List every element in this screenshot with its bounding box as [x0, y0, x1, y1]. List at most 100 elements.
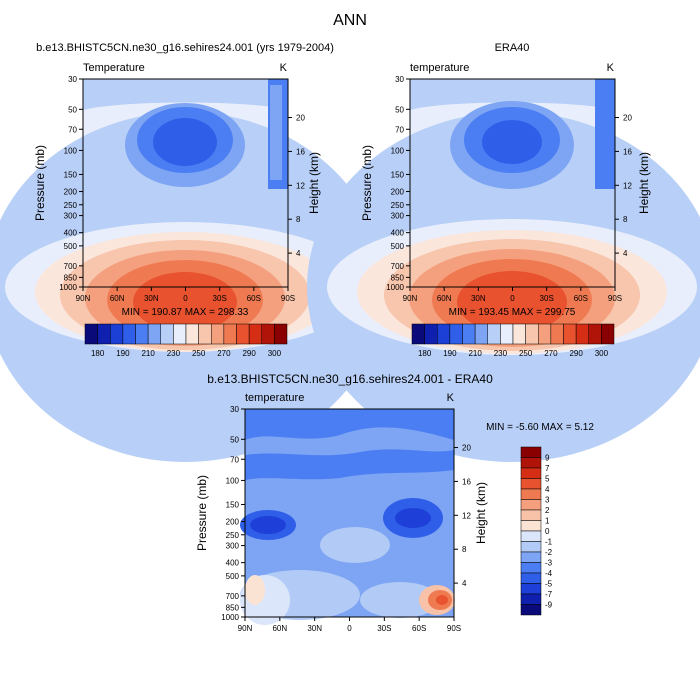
y-right-tick-label: 20 [462, 444, 471, 453]
panel-model: b.e13.BHISTC5CN.ne30_g16.sehires24.001 (… [0, 42, 385, 462]
y-tick-label: 30 [395, 75, 404, 84]
x-tick-label: 30N [471, 294, 486, 303]
colorbar-label: -2 [545, 548, 553, 557]
colorbar-swatch [601, 323, 615, 345]
y-right-tick-label: 12 [296, 181, 305, 190]
x-tick-label: 0 [510, 294, 515, 303]
colorbar-label: 290 [242, 349, 256, 358]
panel-diff-title: b.e13.BHISTC5CN.ne30_g16.sehires24.001 -… [207, 372, 493, 386]
y-tick-label: 850 [226, 603, 240, 612]
panel-model-ylabel-right: Height (km) [307, 152, 321, 214]
y-tick-label: 250 [391, 201, 405, 210]
colorbar-swatch [520, 520, 542, 532]
y-right-tick-label: 20 [296, 114, 305, 123]
colorbar-label: 190 [443, 349, 457, 358]
colorbar-label: 230 [494, 349, 508, 358]
panel-diff-ylabel-right: Height (km) [474, 482, 488, 544]
colorbar-label: 2 [545, 506, 550, 515]
x-tick-label: 60S [574, 294, 588, 303]
y-right-tick-label: 4 [296, 249, 301, 258]
y-tick-label: 500 [226, 572, 240, 581]
panel-model-units: K [280, 62, 288, 74]
colorbar-swatch [437, 323, 451, 345]
x-tick-label: 90S [447, 624, 461, 633]
panel-diff: b.e13.BHISTC5CN.ne30_g16.sehires24.001 -… [195, 372, 594, 633]
colorbar-swatch [520, 457, 542, 469]
colorbar-swatch [520, 509, 542, 521]
colorbar-swatch [520, 604, 542, 616]
x-tick-label: 30N [144, 294, 159, 303]
y-tick-label: 850 [64, 273, 78, 282]
x-tick-label: 90S [281, 294, 295, 303]
x-tick-label: 30S [213, 294, 227, 303]
y-tick-label: 200 [391, 188, 405, 197]
colorbar-swatch [122, 323, 136, 345]
y-right-tick-label: 8 [623, 215, 628, 224]
panel-model-subtitle: Temperature [83, 62, 145, 74]
colorbar-swatch [563, 323, 577, 345]
colorbar-swatch [520, 446, 542, 458]
colorbar-swatch [487, 323, 501, 345]
y-tick-label: 1000 [59, 283, 77, 292]
y-right-tick-label: 8 [296, 215, 301, 224]
panel-obs-ylabel: Pressure (mb) [360, 145, 374, 221]
y-right-tick-label: 12 [462, 511, 471, 520]
panel-model-colorbar: 180 190 210 230 250 270 290 300 [84, 323, 288, 358]
colorbar-label: 210 [141, 349, 155, 358]
y-tick-label: 100 [64, 146, 78, 155]
colorbar-swatch [211, 323, 225, 345]
y-tick-label: 100 [226, 476, 240, 485]
y-tick-label: 50 [230, 435, 239, 444]
colorbar-label: 270 [217, 349, 231, 358]
panel-obs: ERA40 temperature K 90N 60N 30N 0 30S 60S 90S 3… [307, 42, 700, 462]
panel-diff-subtitle: temperature [245, 392, 304, 404]
panel-model-ylabel: Pressure (mb) [33, 145, 47, 221]
colorbar-label: 9 [545, 454, 550, 463]
y-right-tick-label: 16 [623, 147, 632, 156]
colorbar-label: 3 [545, 496, 550, 505]
colorbar-swatch [575, 323, 589, 345]
x-tick-label: 60N [110, 294, 125, 303]
x-tick-label: 30S [377, 624, 391, 633]
colorbar-swatch [160, 323, 174, 345]
x-tick-label: 90N [76, 294, 91, 303]
x-tick-label: 30N [307, 624, 322, 633]
y-tick-label: 200 [226, 518, 240, 527]
panel-obs-title: ERA40 [495, 42, 530, 54]
y-tick-label: 30 [68, 75, 77, 84]
y-tick-label: 500 [391, 242, 405, 251]
colorbar-swatch [274, 323, 288, 345]
colorbar-swatch [147, 323, 161, 345]
panel-diff-units: K [447, 392, 455, 404]
colorbar-swatch [520, 530, 542, 542]
colorbar-swatch [84, 323, 98, 345]
y-tick-label: 400 [64, 229, 78, 238]
y-tick-label: 50 [68, 105, 77, 114]
y-tick-label: 30 [230, 405, 239, 414]
colorbar-swatch [248, 323, 262, 345]
colorbar-swatch [550, 323, 564, 345]
y-tick-label: 300 [226, 542, 240, 551]
colorbar-swatch [411, 323, 425, 345]
y-right-tick-label: 20 [623, 114, 632, 123]
colorbar-label: -3 [545, 559, 553, 568]
colorbar-label: 0 [545, 527, 550, 536]
x-tick-label: 60N [437, 294, 452, 303]
colorbar-swatch [520, 499, 542, 511]
colorbar-swatch [424, 323, 438, 345]
colorbar-swatch [185, 323, 199, 345]
x-tick-label: 60S [247, 294, 261, 303]
panel-diff-ylabel: Pressure (mb) [195, 475, 209, 551]
panel-obs-units: K [607, 62, 615, 74]
y-right-tick-label: 4 [462, 579, 467, 588]
y-right-tick-label: 8 [462, 545, 467, 554]
panel-obs-subtitle: temperature [410, 62, 469, 74]
x-tick-label: 90N [403, 294, 418, 303]
colorbar-label: 5 [545, 475, 550, 484]
x-tick-label: 60N [272, 624, 287, 633]
colorbar-swatch [449, 323, 463, 345]
colorbar-swatch [110, 323, 124, 345]
y-tick-label: 500 [64, 242, 78, 251]
y-tick-label: 150 [391, 170, 405, 179]
